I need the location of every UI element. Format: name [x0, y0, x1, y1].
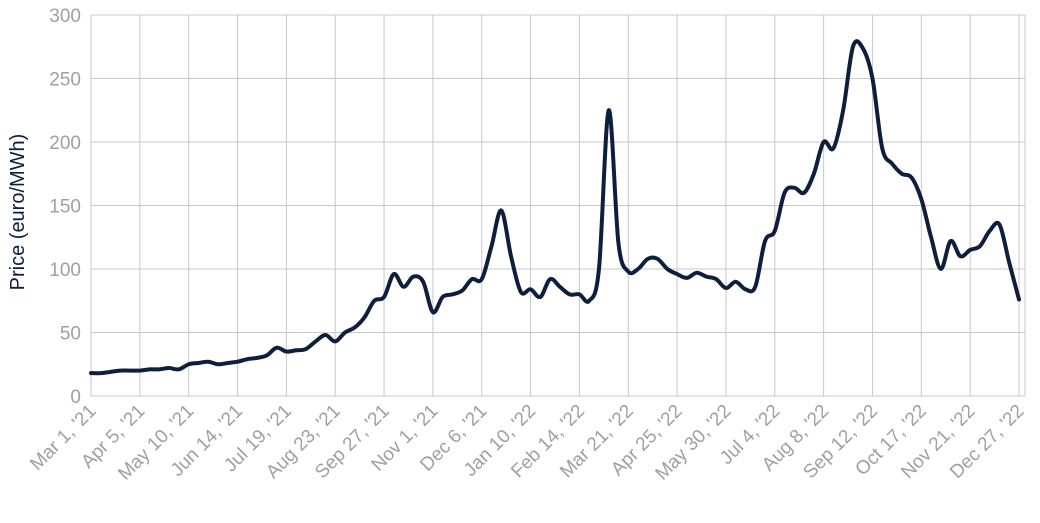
y-tick-label: 0: [70, 387, 81, 408]
y-tick-label: 100: [49, 260, 81, 281]
y-axis-label: Price (euro/MWh): [7, 134, 29, 291]
y-tick-label: 250: [49, 70, 81, 91]
y-tick-label: 150: [49, 197, 81, 218]
y-tick-label: 300: [49, 6, 81, 27]
price-line: [89, 39, 1021, 376]
y-tick-label: 50: [60, 324, 81, 345]
y-tick-label: 200: [49, 133, 81, 154]
